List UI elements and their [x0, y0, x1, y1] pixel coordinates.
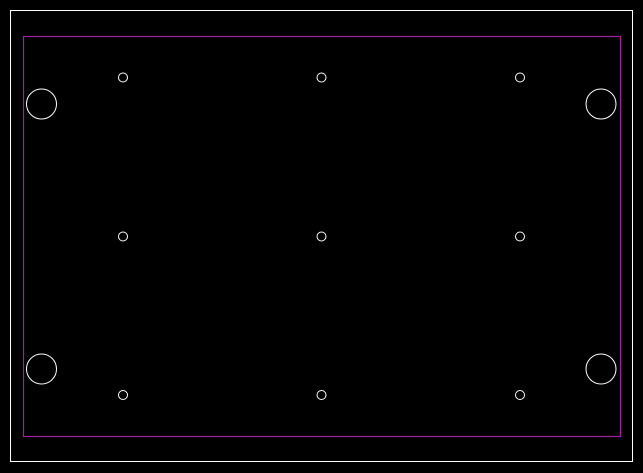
small-hole: [316, 231, 327, 242]
small-holes: [118, 72, 525, 400]
small-hole: [118, 72, 128, 83]
small-hole: [118, 231, 128, 242]
mounting-hole: [26, 88, 57, 120]
mounting-holes: [26, 88, 617, 385]
mounting-hole: [585, 353, 617, 385]
board-outline: [22, 35, 622, 438]
small-hole: [316, 72, 327, 83]
mounting-hole: [26, 353, 57, 385]
mounting-hole: [585, 88, 617, 120]
small-hole: [515, 72, 525, 83]
small-hole: [515, 231, 525, 242]
small-hole: [515, 390, 525, 400]
outer-border: [10, 10, 633, 462]
small-hole: [316, 390, 327, 400]
small-hole: [118, 390, 128, 400]
